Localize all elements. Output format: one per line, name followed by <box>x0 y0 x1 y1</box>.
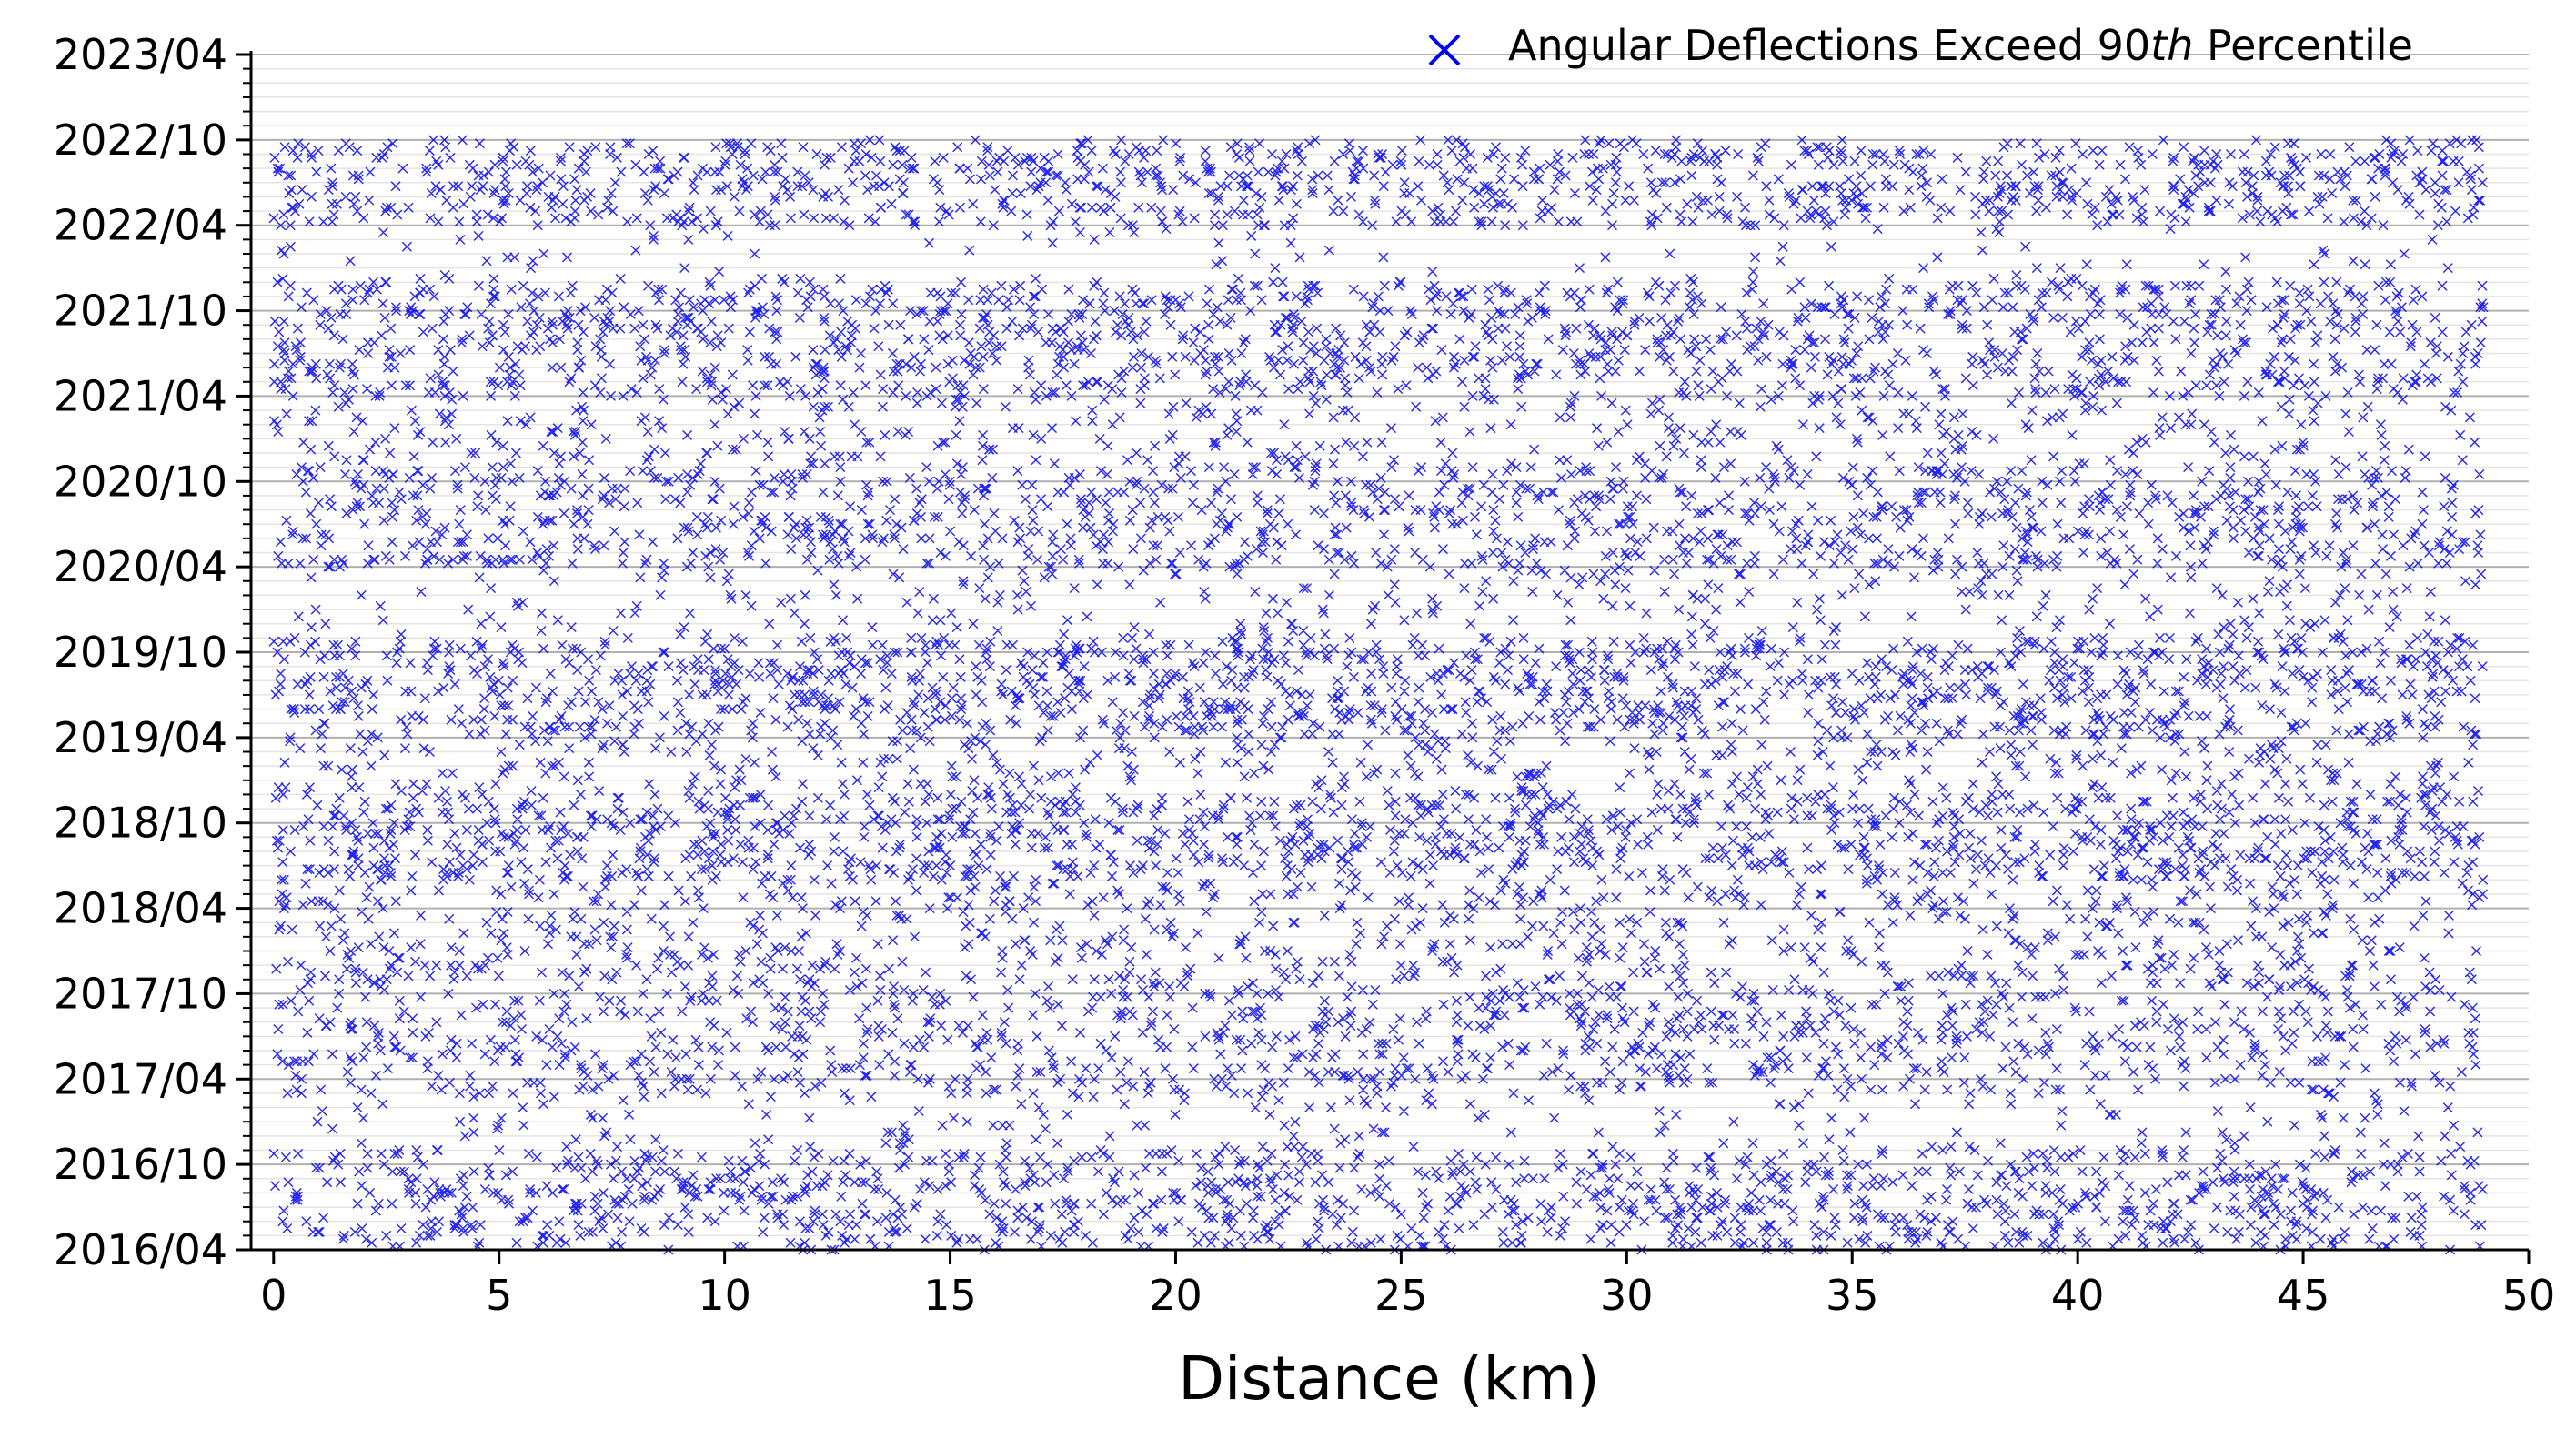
x-tick-label: 15 <box>923 1271 977 1320</box>
x-axis-label: Distance (km) <box>1178 1343 1600 1414</box>
x-tick-label: 35 <box>1826 1271 1879 1320</box>
x-tick-label: 20 <box>1149 1271 1202 1320</box>
legend-label-prefix: Angular Deflections Exceed 90 <box>1508 21 2150 70</box>
data-points <box>268 135 2489 1255</box>
legend: Angular Deflections Exceed 90th Percenti… <box>1428 21 2413 70</box>
x-tick-label: 5 <box>486 1271 512 1320</box>
y-tick-label: 2018/10 <box>54 799 227 848</box>
legend-label-superscript: th <box>2150 21 2193 70</box>
y-tick-label: 2022/04 <box>54 201 227 250</box>
x-axis-ticks: 0 5 10 15 20 25 30 35 40 45 50 <box>260 1250 2555 1320</box>
x-tick-label: 10 <box>698 1271 751 1320</box>
y-tick-label: 2021/10 <box>54 287 227 336</box>
x-tick-label: 25 <box>1374 1271 1428 1320</box>
y-axis-ticks: 2016/04 2016/10 2017/04 2017/10 2018/04 2018/… <box>54 30 251 1274</box>
legend-label: Angular Deflections Exceed 90th Percenti… <box>1508 21 2413 70</box>
x-tick-label: 45 <box>2277 1271 2330 1320</box>
legend-x-marker <box>1428 34 1461 66</box>
y-tick-label: 2017/10 <box>54 969 227 1018</box>
y-tick-label: 2016/04 <box>54 1225 227 1274</box>
y-tick-label: 2023/04 <box>54 30 227 79</box>
y-tick-label: 2020/10 <box>54 457 227 506</box>
legend-label-suffix: Percentile <box>2193 21 2413 70</box>
x-tick-label: 40 <box>2051 1271 2105 1320</box>
legend-marker-x <box>1428 34 1461 66</box>
y-tick-label: 2020/04 <box>54 542 227 591</box>
y-tick-label: 2019/10 <box>54 628 227 677</box>
y-tick-label: 2021/04 <box>54 371 227 420</box>
x-tick-label: 0 <box>260 1271 287 1320</box>
y-tick-label: 2019/04 <box>54 713 227 762</box>
series-markers <box>268 135 2489 1255</box>
y-tick-label: 2022/10 <box>54 116 227 165</box>
y-tick-label: 2018/04 <box>54 884 227 933</box>
x-tick-label: 30 <box>1600 1271 1654 1320</box>
y-tick-label: 2016/10 <box>54 1140 227 1189</box>
y-tick-label: 2017/04 <box>54 1054 227 1103</box>
x-tick-label: 50 <box>2502 1271 2556 1320</box>
